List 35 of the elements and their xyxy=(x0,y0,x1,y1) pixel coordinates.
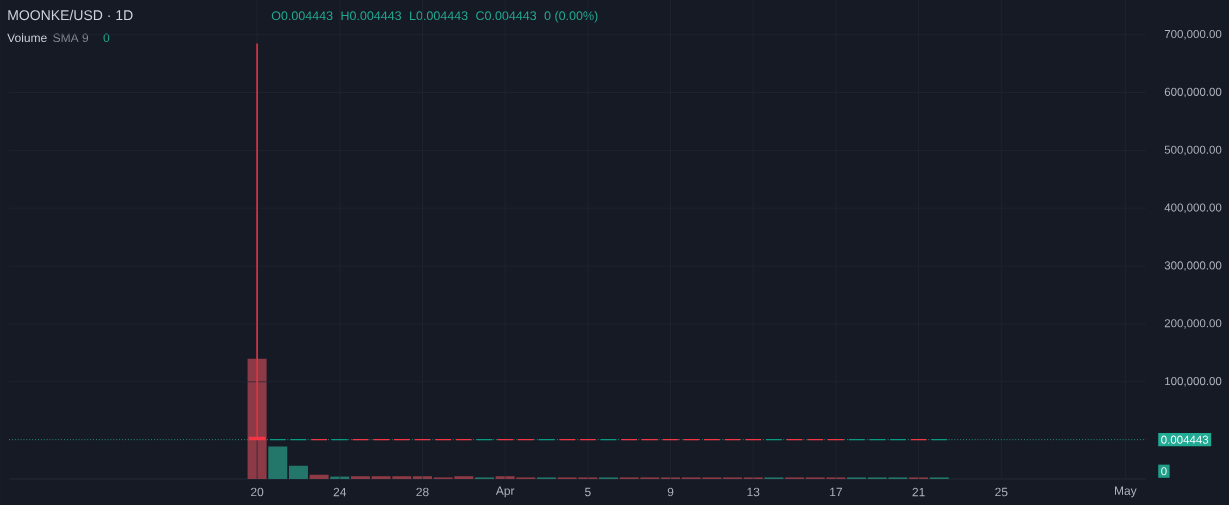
bar xyxy=(247,358,267,479)
y-tick-label: 500,000.00 xyxy=(1164,145,1222,156)
annotation: L0.004443 xyxy=(410,11,468,21)
y-tick-label: 300,000.00 xyxy=(1164,261,1222,271)
annotation: 0 (0.00%) xyxy=(544,10,598,23)
annotation: O0.004443 xyxy=(271,11,333,21)
y-tick-label: 700,000.00 xyxy=(1164,29,1222,40)
x-tick-label: 17 xyxy=(830,487,842,497)
text: 0 xyxy=(1161,467,1167,476)
x-tick-label: 20 xyxy=(251,487,264,497)
y-tick-label: 400,000.00 xyxy=(1164,203,1222,213)
x-tick-label: 25 xyxy=(995,487,1008,497)
x-tick-label: 13 xyxy=(747,487,760,497)
x-tick-label: 24 xyxy=(333,487,347,497)
annotation: C0.004443 xyxy=(476,11,537,21)
bar xyxy=(350,476,370,479)
bar xyxy=(412,476,432,479)
annotation: 0 xyxy=(103,33,110,43)
chart-title: Volume xyxy=(7,33,47,43)
annotation: H0.004443 xyxy=(341,11,402,21)
chart-subtitle: SMA 9 xyxy=(53,33,89,43)
bar xyxy=(309,474,329,479)
x-tick-label: 21 xyxy=(912,487,925,497)
bar xyxy=(288,465,308,479)
y-tick-label: 600,000.00 xyxy=(1164,87,1222,98)
bar xyxy=(268,446,288,479)
ref-line-label: 0.004443 xyxy=(1161,435,1209,444)
text: MOONKE/USD · 1D xyxy=(8,9,133,21)
x-tick-label: 5 xyxy=(585,487,591,497)
x-tick-label: 9 xyxy=(667,487,674,497)
x-tick-label: Apr xyxy=(495,486,515,498)
x-tick-label: May xyxy=(1115,486,1137,498)
x-tick-label: 28 xyxy=(416,487,429,497)
y-tick-label: 200,000.00 xyxy=(1164,319,1222,329)
y-tick-label: 100,000.00 xyxy=(1165,377,1222,387)
